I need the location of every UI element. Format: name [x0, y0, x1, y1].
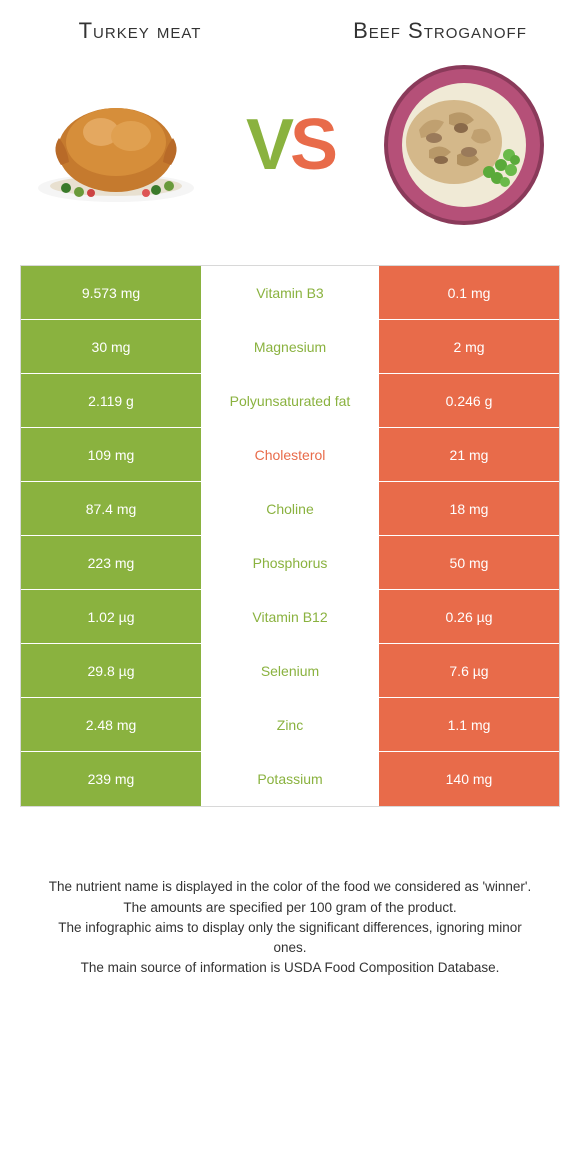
nutrient-label: Vitamin B12 — [201, 590, 379, 643]
value-right: 0.246 g — [379, 374, 559, 427]
value-left: 30 mg — [21, 320, 201, 373]
nutrient-label: Selenium — [201, 644, 379, 697]
images-row: VS — [20, 55, 560, 235]
value-right: 0.26 µg — [379, 590, 559, 643]
title-right: Beef Stroganoff — [320, 18, 560, 43]
title-left: Turkey meat — [20, 18, 260, 43]
value-right: 140 mg — [379, 752, 559, 806]
stroganoff-image — [374, 55, 554, 235]
value-right: 21 mg — [379, 428, 559, 481]
nutrient-label: Choline — [201, 482, 379, 535]
table-row: 223 mgPhosphorus50 mg — [21, 536, 559, 590]
value-left: 223 mg — [21, 536, 201, 589]
value-right: 18 mg — [379, 482, 559, 535]
value-left: 9.573 mg — [21, 266, 201, 319]
header: Turkey meat Beef Stroganoff — [20, 18, 560, 43]
footnote-line: The main source of information is USDA F… — [40, 958, 540, 978]
vs-label: VS — [246, 104, 334, 186]
value-right: 7.6 µg — [379, 644, 559, 697]
nutrient-label: Cholesterol — [201, 428, 379, 481]
table-row: 87.4 mgCholine18 mg — [21, 482, 559, 536]
footnote-line: The amounts are specified per 100 gram o… — [40, 898, 540, 918]
turkey-image — [26, 55, 206, 235]
table-row: 9.573 mgVitamin B30.1 mg — [21, 266, 559, 320]
value-right: 2 mg — [379, 320, 559, 373]
table-row: 239 mgPotassium140 mg — [21, 752, 559, 806]
value-left: 1.02 µg — [21, 590, 201, 643]
table-row: 1.02 µgVitamin B120.26 µg — [21, 590, 559, 644]
footnote-line: The nutrient name is displayed in the co… — [40, 877, 540, 897]
nutrient-label: Potassium — [201, 752, 379, 806]
vs-s: S — [290, 105, 334, 185]
table-row: 29.8 µgSelenium7.6 µg — [21, 644, 559, 698]
nutrient-label: Polyunsaturated fat — [201, 374, 379, 427]
nutrient-label: Phosphorus — [201, 536, 379, 589]
nutrient-label: Magnesium — [201, 320, 379, 373]
nutrient-label: Vitamin B3 — [201, 266, 379, 319]
table-row: 2.119 gPolyunsaturated fat0.246 g — [21, 374, 559, 428]
value-right: 0.1 mg — [379, 266, 559, 319]
value-left: 87.4 mg — [21, 482, 201, 535]
value-left: 29.8 µg — [21, 644, 201, 697]
table-row: 30 mgMagnesium2 mg — [21, 320, 559, 374]
value-left: 239 mg — [21, 752, 201, 806]
table-row: 2.48 mgZinc1.1 mg — [21, 698, 559, 752]
value-right: 50 mg — [379, 536, 559, 589]
footnote-line: The infographic aims to display only the… — [40, 918, 540, 959]
value-left: 109 mg — [21, 428, 201, 481]
table-row: 109 mgCholesterol21 mg — [21, 428, 559, 482]
comparison-table: 9.573 mgVitamin B30.1 mg30 mgMagnesium2 … — [20, 265, 560, 807]
value-right: 1.1 mg — [379, 698, 559, 751]
nutrient-label: Zinc — [201, 698, 379, 751]
value-left: 2.119 g — [21, 374, 201, 427]
value-left: 2.48 mg — [21, 698, 201, 751]
footnotes: The nutrient name is displayed in the co… — [20, 877, 560, 978]
vs-v: V — [246, 105, 290, 185]
